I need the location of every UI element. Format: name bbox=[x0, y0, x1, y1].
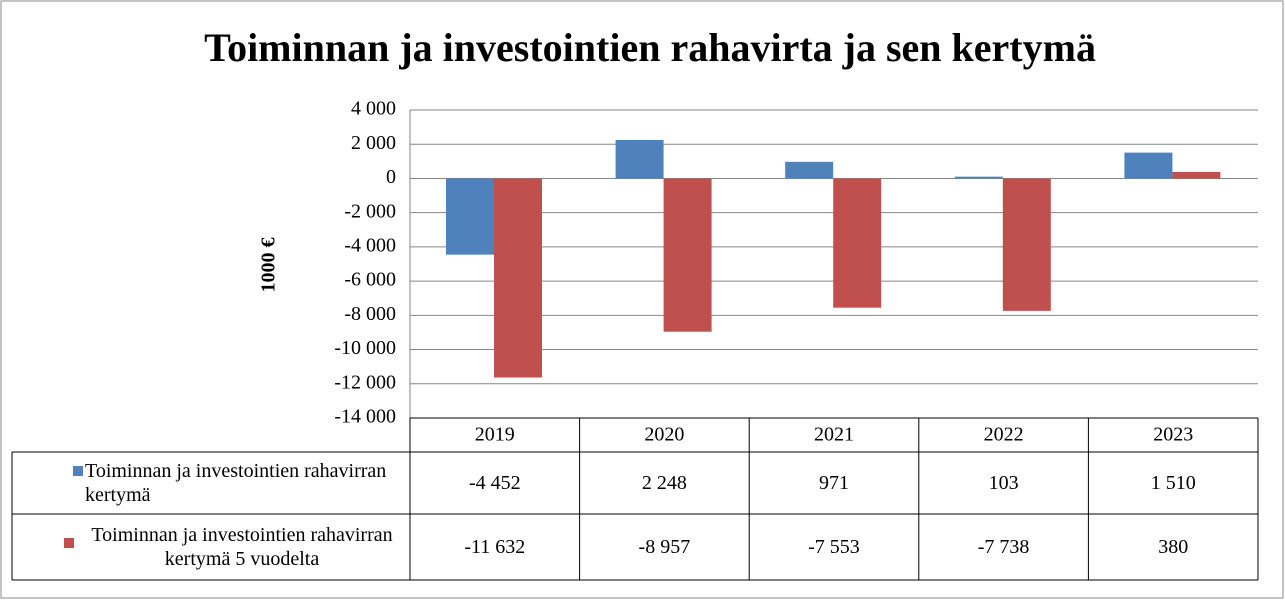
chart-title: Toiminnan ja investointien rahavirta ja … bbox=[204, 25, 1096, 70]
legend-label: Toiminnan ja investointien rahavirran ke… bbox=[91, 524, 393, 570]
y-tick-label: 0 bbox=[386, 166, 396, 188]
legend-key bbox=[73, 466, 83, 476]
x-tick-label: 2023 bbox=[1153, 424, 1193, 446]
table-value: -4 452 bbox=[468, 472, 521, 494]
table-value: -11 632 bbox=[464, 536, 526, 558]
table-value: 380 bbox=[1158, 536, 1189, 558]
table-value: -8 957 bbox=[638, 536, 691, 558]
x-tick-label: 2020 bbox=[644, 424, 684, 446]
y-tick-label: 4 000 bbox=[351, 98, 396, 120]
table-value: -7 553 bbox=[808, 536, 860, 558]
legend-label: Toiminnan ja investointien rahavirran ke… bbox=[85, 460, 387, 506]
y-tick-label: -8 000 bbox=[344, 303, 396, 325]
bar bbox=[1124, 152, 1173, 179]
legend-key bbox=[64, 538, 74, 548]
table-value: 971 bbox=[818, 472, 849, 494]
bar bbox=[954, 176, 1003, 179]
table-value: 1 510 bbox=[1150, 472, 1196, 494]
y-tick-label: 2 000 bbox=[351, 132, 396, 154]
table-value: -7 738 bbox=[977, 536, 1030, 558]
bar bbox=[494, 178, 542, 378]
bar bbox=[663, 178, 712, 332]
y-tick-label: -6 000 bbox=[344, 269, 396, 291]
bar bbox=[615, 139, 664, 179]
y-tick-label: -2 000 bbox=[344, 200, 396, 222]
table-value: 103 bbox=[988, 472, 1019, 494]
bar bbox=[1172, 171, 1221, 179]
y-tick-label: -12 000 bbox=[334, 371, 396, 393]
y-tick-label: -4 000 bbox=[344, 234, 396, 256]
y-tick-label: -14 000 bbox=[334, 406, 396, 428]
bar bbox=[785, 161, 834, 179]
x-tick-label: 2022 bbox=[984, 424, 1024, 446]
bar bbox=[446, 178, 494, 255]
x-tick-label: 2021 bbox=[814, 424, 854, 446]
bar bbox=[1002, 178, 1051, 311]
y-axis-label: 1000 € bbox=[258, 238, 280, 293]
x-tick-label: 2019 bbox=[475, 424, 515, 446]
bar bbox=[833, 178, 882, 308]
y-tick-label: -10 000 bbox=[334, 337, 396, 359]
table-value: 2 248 bbox=[641, 472, 687, 494]
